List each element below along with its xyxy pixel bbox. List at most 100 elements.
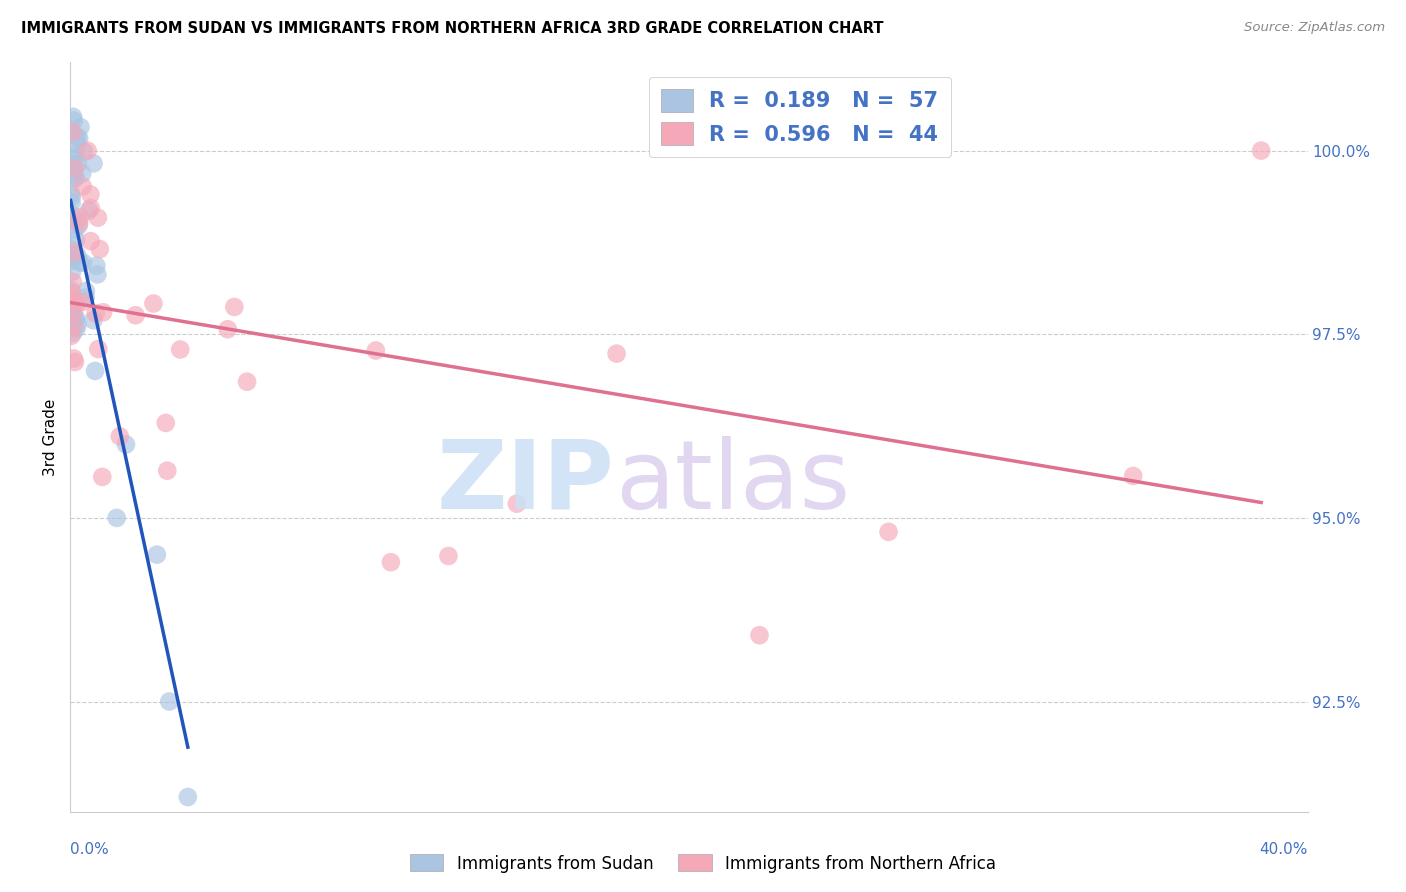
Point (69, 211, 91, 225)
Point (437, 549, 460, 563)
Point (72, 294, 94, 309)
Point (224, 300, 246, 314)
Point (60, 286, 83, 301)
Point (73, 145, 96, 159)
Point (84, 306, 107, 320)
Point (217, 322, 239, 336)
Point (142, 296, 165, 310)
Legend: Immigrants from Sudan, Immigrants from Northern Africa: Immigrants from Sudan, Immigrants from N… (404, 847, 1002, 880)
Point (380, 555, 402, 569)
Point (63, 113, 86, 128)
Point (89, 242, 111, 256)
Point (87, 211, 110, 225)
Point (62, 326, 84, 340)
Point (60, 208, 83, 222)
Point (76, 144, 98, 158)
Point (66, 318, 89, 332)
Point (63, 355, 86, 369)
Point (91, 470, 114, 484)
Point (606, 346, 628, 360)
Point (62, 212, 84, 227)
Point (77, 203, 100, 218)
Text: IMMIGRANTS FROM SUDAN VS IMMIGRANTS FROM NORTHERN AFRICA 3RD GRADE CORRELATION C: IMMIGRANTS FROM SUDAN VS IMMIGRANTS FROM… (21, 21, 883, 36)
Point (124, 308, 146, 322)
Point (60, 303, 83, 318)
Point (108, 429, 131, 443)
Point (83, 156, 105, 170)
Point (67, 216, 90, 230)
Legend: R =  0.189   N =  57, R =  0.596   N =  44: R = 0.189 N = 57, R = 0.596 N = 44 (648, 77, 950, 157)
Point (63, 171, 86, 186)
Point (63, 147, 86, 161)
Point (157, 694, 180, 708)
Point (63, 161, 86, 176)
Point (75, 291, 97, 305)
Point (69, 120, 91, 135)
Point (60, 301, 83, 315)
Point (60, 186, 83, 201)
Point (66, 157, 89, 171)
Point (62, 125, 84, 139)
Point (62, 318, 84, 333)
Point (62, 166, 84, 180)
Point (1250, 144, 1272, 158)
Point (60, 284, 83, 298)
Point (62, 296, 84, 310)
Point (65, 169, 87, 184)
Point (60, 157, 83, 171)
Point (87, 342, 110, 356)
Point (156, 464, 179, 478)
Point (62, 275, 84, 289)
Point (60, 124, 83, 138)
Point (105, 511, 128, 525)
Point (59, 254, 82, 268)
Point (66, 296, 89, 310)
Point (62, 110, 84, 124)
Point (60, 190, 83, 204)
Point (60, 195, 83, 210)
Point (59, 308, 82, 322)
Point (177, 790, 200, 805)
Text: ZIP: ZIP (437, 435, 614, 529)
Point (63, 223, 86, 237)
Point (506, 497, 529, 511)
Point (59, 242, 82, 256)
Point (86, 268, 108, 282)
Point (364, 343, 387, 358)
Point (60, 249, 83, 263)
Point (65, 321, 87, 335)
Point (59, 301, 82, 316)
Point (91, 305, 114, 319)
Point (70, 167, 93, 181)
Point (86, 259, 108, 273)
Point (82, 313, 104, 327)
Point (748, 628, 770, 642)
Point (63, 351, 86, 366)
Point (69, 255, 91, 269)
Point (79, 234, 101, 248)
Point (72, 179, 94, 194)
Y-axis label: 3rd Grade: 3rd Grade (44, 399, 59, 475)
Point (59, 291, 82, 305)
Point (62, 306, 84, 320)
Point (63, 245, 86, 260)
Point (877, 524, 900, 539)
Point (65, 151, 87, 165)
Point (67, 219, 90, 233)
Point (65, 310, 87, 325)
Point (75, 284, 97, 298)
Point (1122, 469, 1144, 483)
Point (115, 437, 138, 451)
Point (66, 248, 89, 262)
Point (63, 310, 86, 325)
Point (60, 329, 83, 343)
Point (66, 136, 89, 151)
Text: Source: ZipAtlas.com: Source: ZipAtlas.com (1244, 21, 1385, 34)
Point (62, 157, 84, 171)
Point (80, 201, 103, 215)
Point (84, 364, 107, 378)
Point (169, 343, 191, 357)
Point (72, 255, 94, 269)
Point (60, 265, 83, 279)
Point (155, 416, 177, 430)
